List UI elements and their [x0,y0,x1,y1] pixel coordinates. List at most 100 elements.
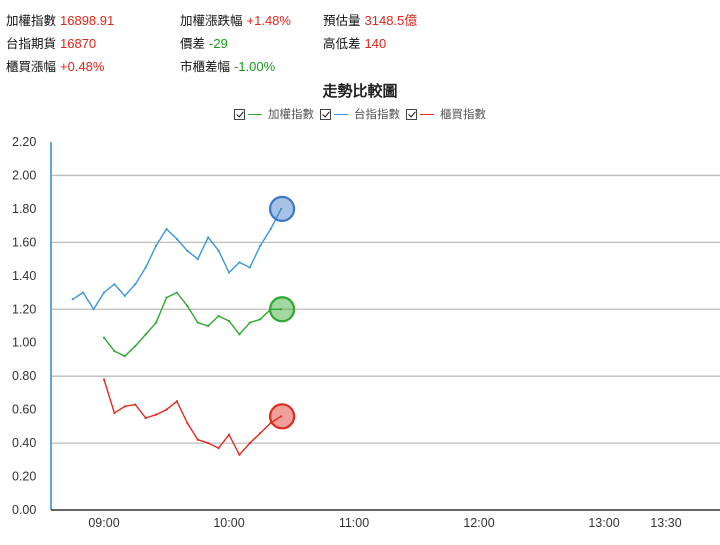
legend-label: 台指指數 [354,107,400,121]
data-point [207,441,210,445]
data-point [248,266,251,269]
legend-swatch [420,113,434,115]
stat-value: +1.48% [246,13,291,28]
data-point [279,415,283,418]
y-tick-label: 0.80 [12,369,36,383]
y-tick-label: 2.00 [12,168,36,182]
data-point [144,266,147,269]
stat-otc-spread: 市櫃差幅 -1.00% [180,56,275,75]
legend-item[interactable]: 台指指數 [320,106,400,122]
stat-label: 櫃買漲幅 [6,59,57,74]
legend-label: 櫃買指數 [440,107,486,121]
chart-legend: 加權指數 台指指數 櫃買指數 [0,106,720,123]
data-point [279,308,283,311]
data-point [238,333,241,336]
y-tick-label: 1.60 [12,235,36,249]
data-point [113,283,116,286]
stat-value: -29 [209,36,228,51]
data-point [82,291,85,294]
data-point [123,294,126,297]
data-point [154,321,158,324]
data-point [186,249,189,252]
data-point [175,400,179,403]
data-point [196,257,199,261]
data-point [102,336,106,339]
data-point [227,319,231,323]
data-point [175,291,179,294]
stat-taiex-futures: 台指期貨 16870 [6,33,96,52]
y-tick-label: 1.20 [12,302,36,316]
stat-weighted-change: 加權漲跌幅 +1.48% [180,10,291,29]
stat-value: 16870 [60,36,97,51]
data-point [123,355,126,358]
legend-checkbox[interactable] [320,108,331,120]
data-point [165,296,168,299]
stat-label: 台指期貨 [6,36,57,51]
stat-label: 價差 [180,36,206,51]
data-point [134,344,137,348]
data-point [113,411,116,415]
data-point [144,333,147,336]
series-end-marker [268,403,296,430]
y-tick-label: 0.60 [12,403,36,417]
stat-label: 加權漲跌幅 [180,13,243,28]
data-point [165,227,168,231]
y-tick-label: 0.20 [12,470,36,484]
stat-high-low-range: 高低差 140 [323,33,386,52]
legend-swatch [248,113,262,115]
x-tick-label: 13:30 [650,516,681,530]
data-point [259,244,262,247]
stat-weighted-index: 加權指數 16898.91 [6,10,114,29]
stat-otc-change: 櫃買漲幅 +0.48% [6,56,104,75]
data-point [144,416,147,420]
data-point [238,453,241,456]
series-line [103,379,282,456]
series-end-marker [268,296,296,323]
data-point [92,308,95,311]
legend-swatch [334,113,348,115]
data-point [217,249,220,252]
data-point [248,321,251,324]
stat-value: 140 [364,36,387,51]
stat-value: 16898.91 [60,13,115,28]
legend-label: 加權指數 [268,107,314,121]
stat-value: +0.48% [60,59,105,74]
data-point [238,261,241,264]
y-tick-label: 1.00 [12,336,36,350]
stat-value: 3148.5億 [364,13,418,28]
data-point [102,378,106,381]
y-tick-label: 1.40 [12,269,36,283]
stat-spread: 價差 -29 [180,33,228,52]
stat-label: 預估量 [323,13,361,28]
data-point [154,413,158,416]
stat-label: 加權指數 [6,13,57,28]
series-line [72,208,282,310]
x-tick-label: 13:00 [588,516,619,530]
x-tick-label: 10:00 [213,516,244,530]
data-point [134,403,137,406]
data-point [259,431,262,435]
legend-item[interactable]: 加權指數 [234,106,314,122]
y-tick-label: 0.40 [12,436,36,450]
data-point [217,447,220,450]
stat-value: -1.00% [234,59,276,74]
stat-label: 高低差 [323,36,361,51]
legend-checkbox[interactable] [234,108,245,120]
legend-checkbox[interactable] [406,108,417,120]
y-tick-label: 0.00 [12,503,36,517]
data-point [269,227,272,231]
x-tick-label: 09:00 [88,516,119,530]
data-point [123,405,126,408]
stat-estimated-volume: 預估量 3148.5億 [323,10,417,29]
data-point [196,321,199,324]
data-point [227,433,231,436]
chart-title: 走勢比較圖 [322,82,398,100]
y-tick-label: 2.20 [12,135,36,149]
data-point [186,421,189,425]
series-end-marker [268,195,296,223]
data-point [259,318,262,321]
legend-item[interactable]: 櫃買指數 [406,106,486,122]
data-point [196,438,199,441]
data-point [165,408,168,411]
